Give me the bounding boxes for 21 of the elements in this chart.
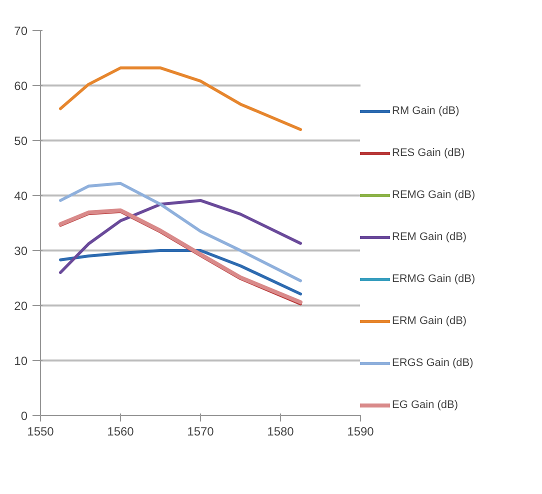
y-tick-label: 30	[14, 244, 28, 258]
legend-label: ERMG Gain (dB)	[392, 273, 476, 285]
y-tick-label: 40	[14, 189, 28, 203]
y-tick-label: 0	[20, 409, 28, 423]
legend-label: ERM Gain (dB)	[392, 315, 467, 327]
y-tick-label: 20	[14, 299, 28, 313]
legend-label: RES Gain (dB)	[392, 147, 465, 159]
y-tick-label: 70	[14, 24, 28, 38]
x-tick-label: 1580	[267, 424, 294, 438]
x-tick-label: 1570	[187, 424, 214, 438]
y-tick-label: 50	[14, 134, 28, 148]
x-tick-label: 1560	[107, 424, 134, 438]
legend-label: EG Gain (dB)	[392, 399, 458, 411]
x-tick-label: 1550	[27, 424, 54, 438]
x-tick-label: 1590	[347, 424, 374, 438]
legend-label: ERGS Gain (dB)	[392, 357, 474, 369]
y-tick-label: 60	[14, 79, 28, 93]
legend-label: RM Gain (dB)	[392, 105, 460, 117]
y-tick-label: 10	[14, 354, 28, 368]
legend-label: REMG Gain (dB)	[392, 189, 476, 201]
legend-label: REM Gain (dB)	[392, 231, 467, 243]
